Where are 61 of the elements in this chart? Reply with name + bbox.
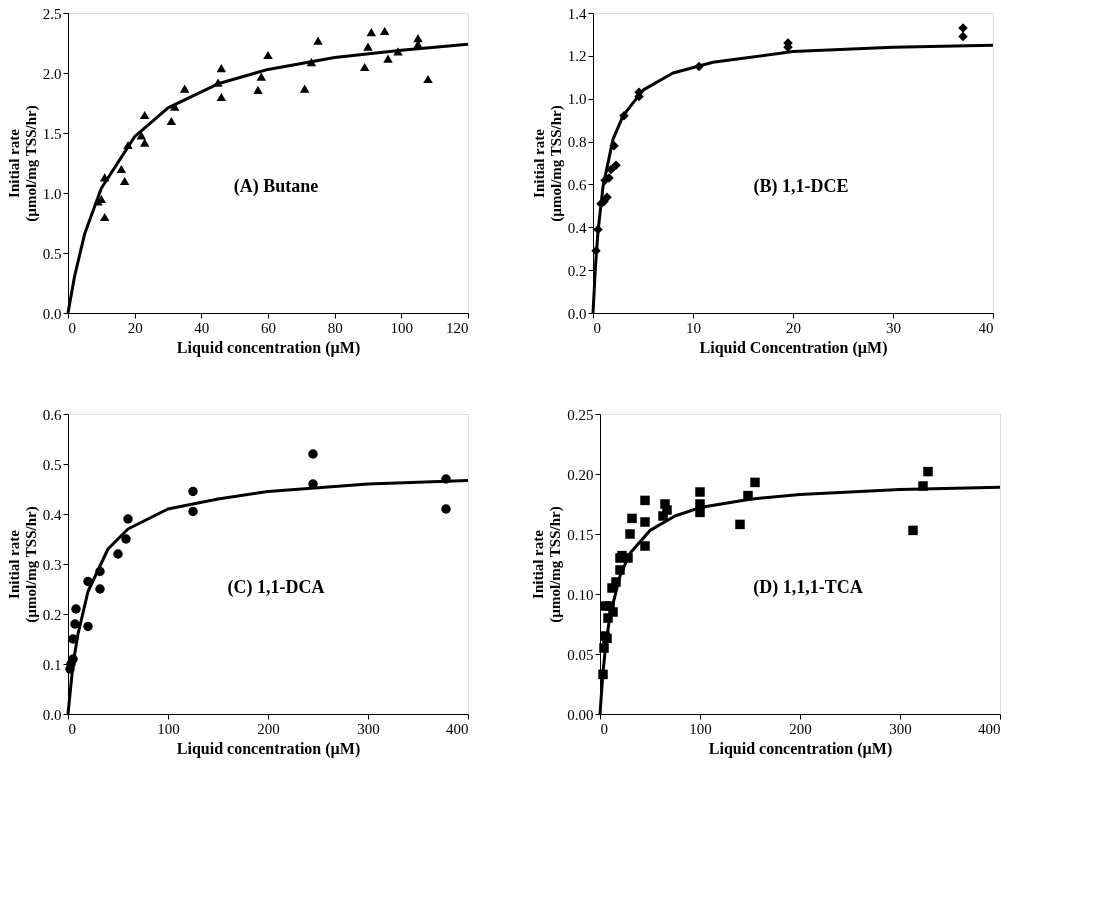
y-tick-label: 1.0 bbox=[567, 91, 587, 108]
annotation: (B) 1,1-DCE bbox=[753, 176, 849, 197]
y-axis-title: Initial rate (µmol/mg TSS/hr) bbox=[5, 105, 40, 222]
y-tick-label: 0.5 bbox=[42, 456, 62, 473]
y-tick-label: 0.3 bbox=[42, 556, 62, 573]
x-tick-label: 300 bbox=[889, 720, 912, 737]
x-tick-label: 30 bbox=[886, 319, 901, 336]
x-tick-label: 20 bbox=[127, 319, 143, 336]
y-tick-label: 1.2 bbox=[567, 48, 587, 65]
x-tick-label: 0 bbox=[68, 720, 76, 737]
y-tick-label: 0.2 bbox=[567, 262, 587, 279]
y-tick-label: 0.05 bbox=[567, 646, 594, 663]
y-tick-label: 1.4 bbox=[567, 5, 587, 22]
y-tick-label: 0.6 bbox=[42, 406, 62, 423]
x-tick-label: 40 bbox=[978, 319, 994, 336]
y-tick-label: 0.2 bbox=[42, 606, 62, 623]
x-tick-label: 120 bbox=[446, 319, 469, 336]
annotation: (C) 1,1-DCA bbox=[227, 577, 325, 598]
y-tick-label: 1.5 bbox=[42, 125, 62, 142]
x-tick-label: 80 bbox=[327, 319, 343, 336]
annotation: (D) 1,1,1-TCA bbox=[753, 577, 863, 598]
y-tick-label: 0.1 bbox=[42, 656, 62, 673]
y-tick-label: 0.25 bbox=[567, 406, 594, 423]
x-axis-title: Liquid concentration (µM) bbox=[176, 338, 361, 357]
y-tick-label: 0.0 bbox=[42, 305, 62, 322]
x-axis-title: Liquid concentration (µM) bbox=[176, 739, 361, 758]
y-axis-title: Initial rate (µmol/mg TSS/hr) bbox=[530, 105, 565, 222]
x-tick-label: 0 bbox=[600, 720, 608, 737]
y-tick-label: 0.00 bbox=[567, 706, 594, 723]
x-tick-label: 10 bbox=[686, 319, 701, 336]
y-tick-label: 0.0 bbox=[42, 706, 62, 723]
y-tick-label: 1.0 bbox=[42, 185, 62, 202]
x-tick-label: 400 bbox=[978, 720, 1001, 737]
x-tick-label: 100 bbox=[689, 720, 712, 737]
x-tick-label: 200 bbox=[789, 720, 812, 737]
y-tick-label: 0.5 bbox=[42, 245, 62, 262]
x-tick-label: 0 bbox=[68, 319, 76, 336]
x-tick-label: 200 bbox=[257, 720, 280, 737]
annotation: (A) Butane bbox=[233, 176, 319, 197]
y-axis-title: Initial rate (µmol/mg TSS/hr) bbox=[530, 506, 565, 623]
x-tick-label: 20 bbox=[786, 319, 801, 336]
y-tick-label: 2.5 bbox=[42, 5, 62, 22]
x-tick-label: 0 bbox=[593, 319, 601, 336]
x-tick-label: 300 bbox=[357, 720, 380, 737]
y-tick-label: 2.0 bbox=[42, 65, 62, 82]
x-tick-label: 40 bbox=[194, 319, 210, 336]
x-axis-title: Liquid Concentration (µM) bbox=[699, 338, 888, 357]
x-tick-label: 60 bbox=[261, 319, 276, 336]
y-tick-label: 0.0 bbox=[567, 305, 587, 322]
x-tick-label: 100 bbox=[390, 319, 414, 336]
y-axis-title: Initial rate (µmol/mg TSS/hr) bbox=[5, 506, 40, 623]
y-tick-label: 0.8 bbox=[567, 134, 587, 151]
y-tick-label: 0.4 bbox=[567, 219, 587, 236]
x-axis-title: Liquid concentration (µM) bbox=[708, 739, 893, 758]
x-tick-label: 400 bbox=[446, 720, 469, 737]
y-tick-label: 0.20 bbox=[567, 466, 594, 483]
y-tick-label: 0.15 bbox=[567, 526, 594, 543]
y-tick-label: 0.10 bbox=[567, 586, 594, 603]
y-tick-label: 0.4 bbox=[42, 506, 62, 523]
y-tick-label: 0.6 bbox=[567, 176, 587, 193]
x-tick-label: 100 bbox=[157, 720, 180, 737]
